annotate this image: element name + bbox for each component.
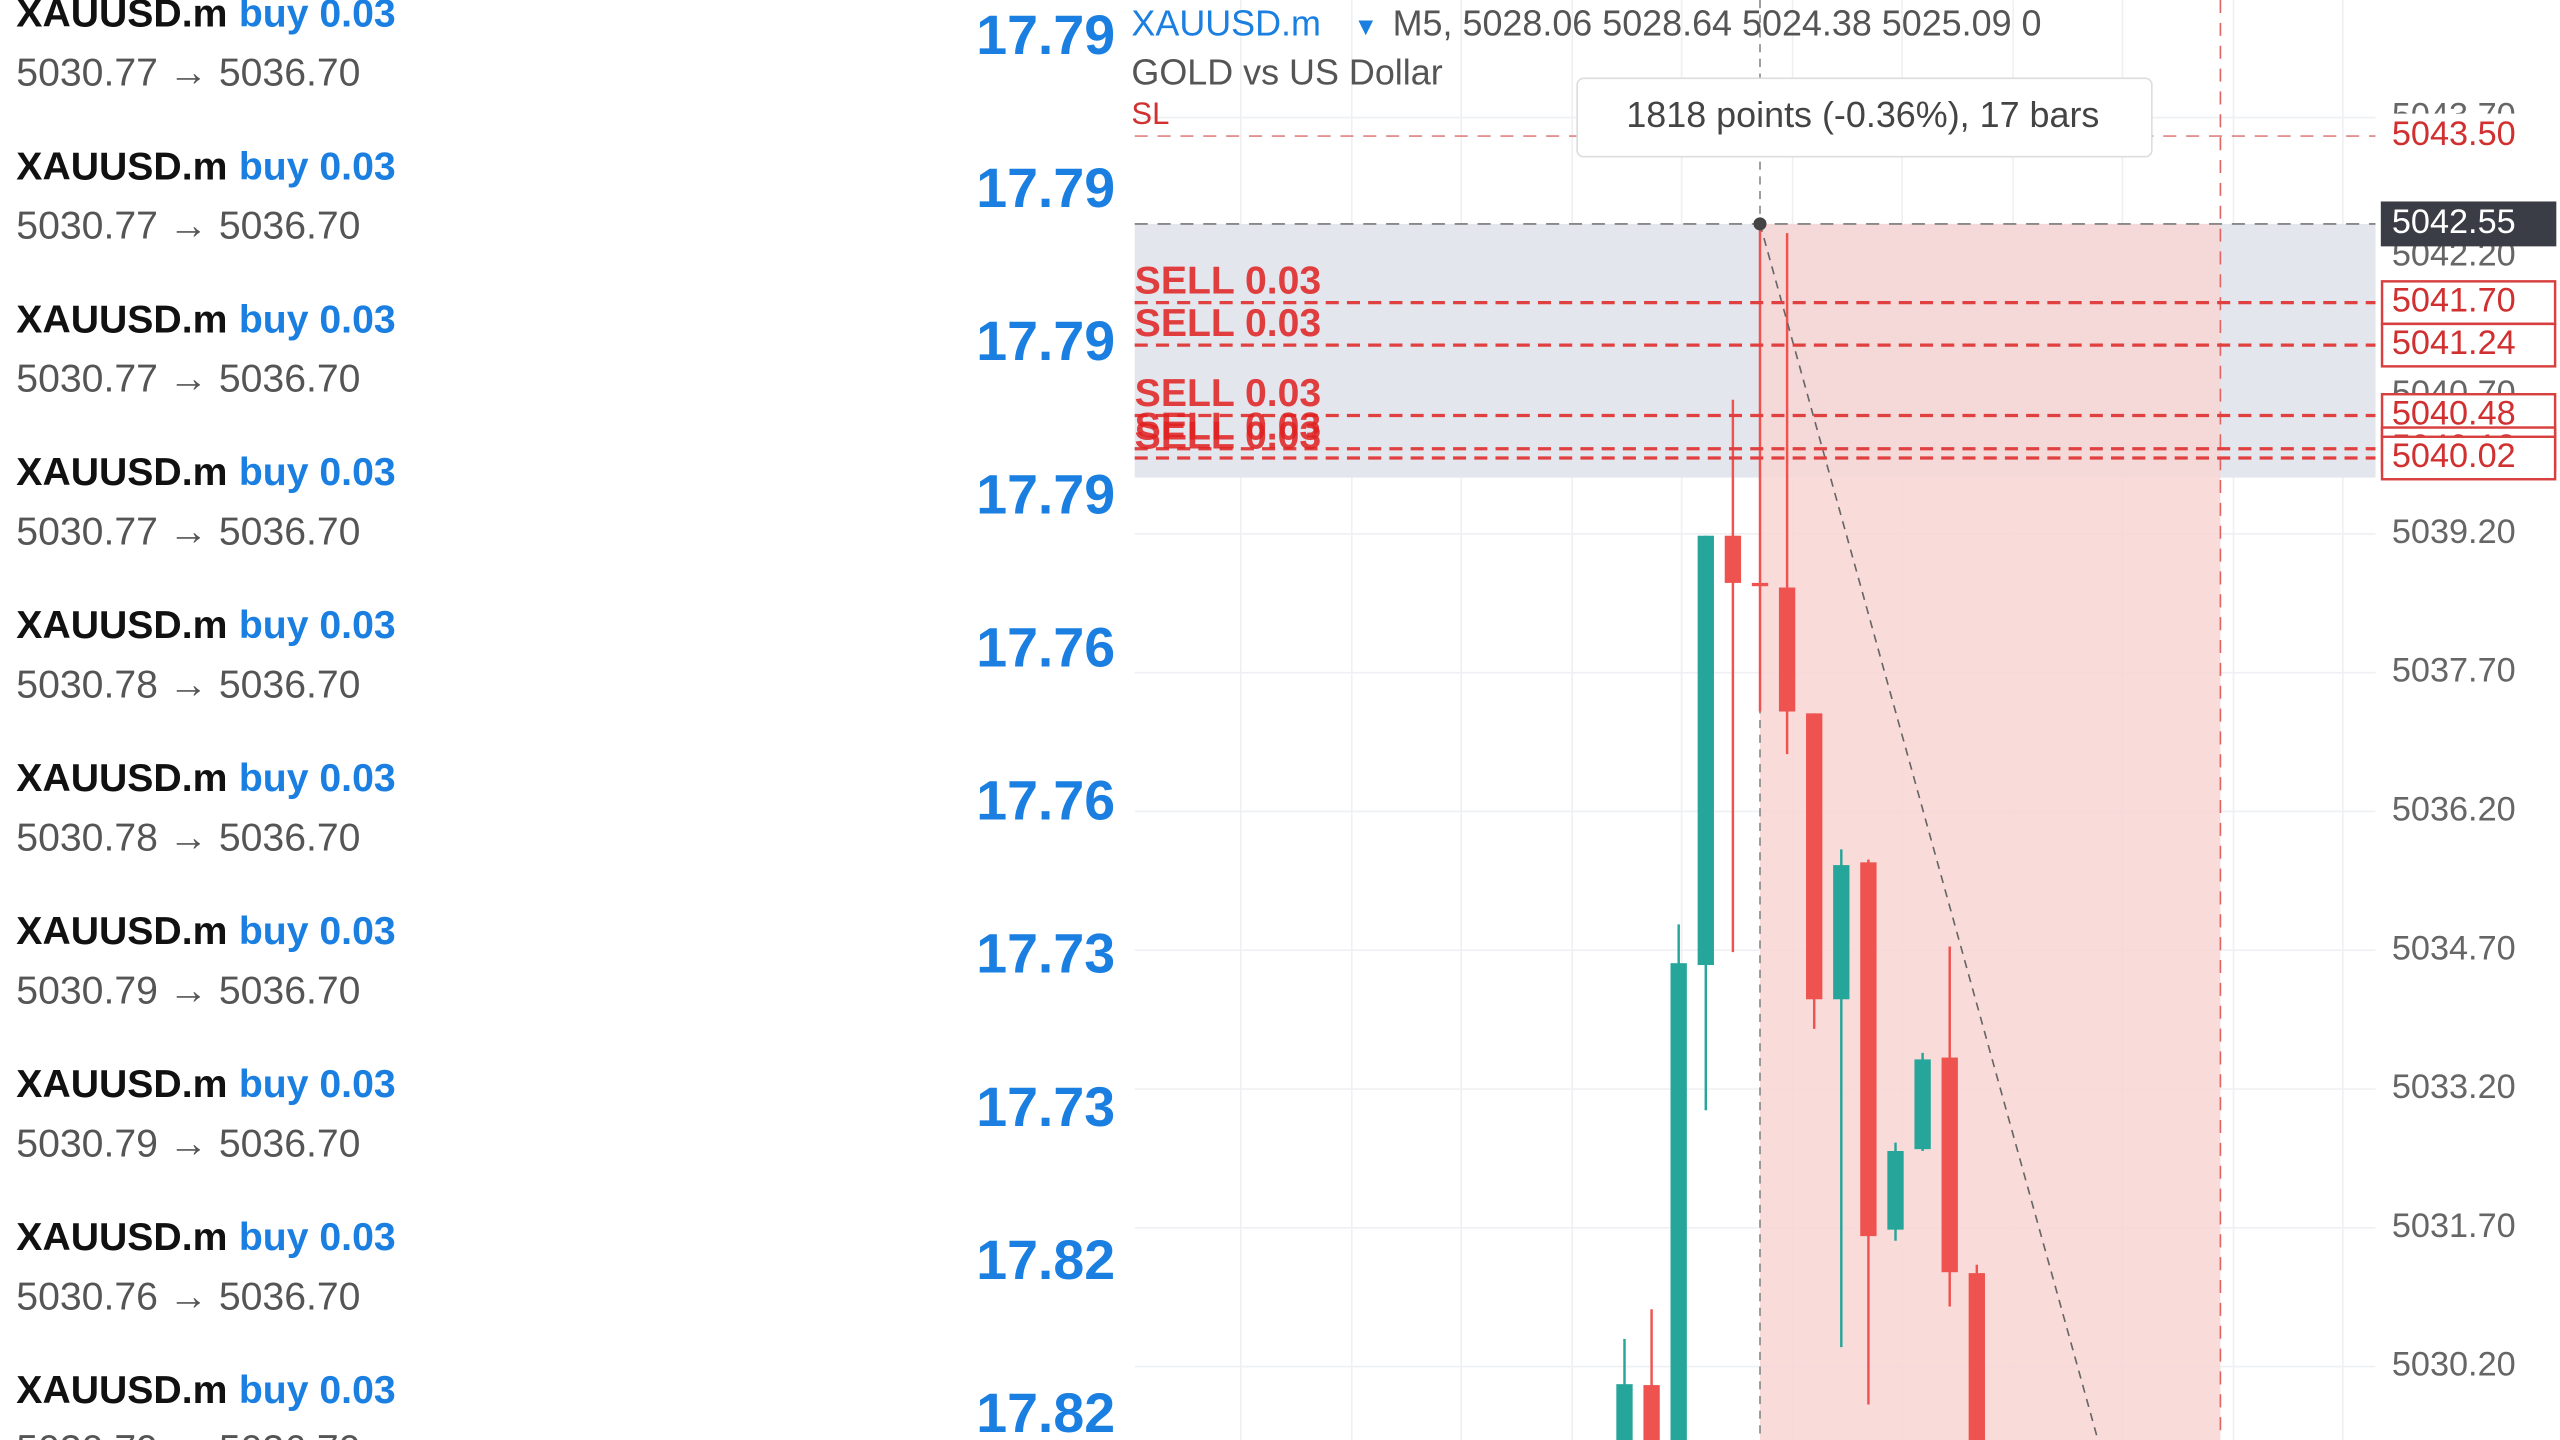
order-label: SELL 0.03 (1135, 415, 1322, 458)
position-prices: 5030.77 → 5036.70 (16, 510, 360, 553)
order-price-label: 5041.24 (2392, 324, 2516, 362)
price-tick-label: 5034.70 (2392, 929, 2516, 967)
tooltip-text: 1818 points (-0.36%), 17 bars (1626, 94, 2099, 135)
price-tick-label: 5037.70 (2392, 652, 2516, 690)
order-price-box (2380, 435, 2557, 481)
tooltip-box (1576, 77, 2153, 158)
position-title: XAUUSD.m buy 0.03 (16, 911, 395, 954)
side: buy 0.03 (239, 1217, 396, 1260)
order-price-label: 5041.70 (2392, 282, 2516, 320)
stop-loss-price-label: 5043.50 (2392, 115, 2516, 153)
position-title: XAUUSD.m buy 0.03 (16, 299, 395, 342)
position-prices: 5030.77 → 5036.70 (16, 357, 360, 400)
position-title: XAUUSD.m buy 0.03 (16, 1064, 395, 1107)
side: buy 0.03 (239, 758, 396, 801)
candle-body (1778, 587, 1796, 712)
price-tick-label: 5030.20 (2392, 1346, 2516, 1384)
candle-body (1887, 1151, 1904, 1230)
candle-body (1616, 1384, 1633, 1440)
position-prices: 5030.77 → 5036.70 (16, 51, 360, 94)
spread-value: 17.76 (976, 770, 1115, 832)
trend-line (1759, 223, 2099, 1440)
symbol: XAUUSD.m (16, 146, 227, 189)
side: buy 0.03 (239, 146, 396, 189)
side: buy 0.03 (239, 911, 396, 954)
symbol: XAUUSD.m (16, 452, 227, 495)
order-price-box (2380, 322, 2557, 368)
order-label: SELL 0.03 (1135, 259, 1322, 302)
measure-range (1760, 223, 2221, 1440)
position-title: XAUUSD.m buy 0.03 (16, 1217, 395, 1260)
candle-body (1968, 1273, 1985, 1440)
side: buy 0.03 (239, 605, 396, 648)
symbol: XAUUSD.m (16, 299, 227, 342)
symbol: XAUUSD.m (16, 1217, 227, 1260)
measure-anchor (1753, 217, 1767, 231)
spread-value: 17.73 (976, 923, 1115, 985)
candle-body (1670, 963, 1687, 1440)
spread-value: 17.82 (976, 1382, 1115, 1440)
current-price-label: 5042.55 (2392, 203, 2516, 241)
candle-body (1860, 862, 1877, 1237)
price-tick-label: 5031.70 (2392, 1207, 2516, 1245)
candle-body (1914, 1059, 1931, 1150)
spread-value: 17.82 (976, 1229, 1115, 1291)
spread-value: 17.73 (976, 1076, 1115, 1138)
symbol: XAUUSD.m (16, 1369, 227, 1412)
side: buy 0.03 (239, 0, 396, 36)
spread-value: 17.79 (976, 157, 1115, 219)
chart-description: GOLD vs US Dollar (1131, 52, 1442, 93)
current-price-box (2380, 201, 2557, 247)
order-label: SELL 0.03 (1135, 302, 1322, 345)
position-title: XAUUSD.m buy 0.03 (16, 146, 395, 189)
position-title: XAUUSD.m buy 0.03 (16, 758, 395, 801)
side: buy 0.03 (239, 452, 396, 495)
chart-symbol: XAUUSD.m (1131, 3, 1321, 44)
price-tick-label: 5033.20 (2392, 1068, 2516, 1106)
candle-body (1833, 865, 1850, 1000)
spread-value: 17.79 (976, 463, 1115, 525)
candle-body (1643, 1385, 1660, 1440)
position-title: XAUUSD.m buy 0.03 (16, 605, 395, 648)
order-price-label: 5040.48 (2392, 395, 2516, 433)
symbol: XAUUSD.m (16, 1064, 227, 1107)
chart-ohlc: M5, 5028.06 5028.64 5024.38 5025.09 0 (1393, 3, 2042, 44)
price-tick-label: 5036.20 (2392, 791, 2516, 829)
candle-body (1724, 535, 1742, 583)
position-prices: 5030.79 → 5036.70 (16, 969, 360, 1012)
symbol-dropdown[interactable]: ▾ (1358, 10, 1373, 43)
order-price-box (2380, 280, 2557, 326)
position-prices: 5030.79 → 5036.70 (16, 1428, 360, 1440)
order-label: SELL 0.03 (1135, 372, 1322, 415)
spread-value: 17.76 (976, 616, 1115, 678)
symbol: XAUUSD.m (16, 605, 227, 648)
symbol: XAUUSD.m (16, 758, 227, 801)
position-title: XAUUSD.m buy 0.03 (16, 452, 395, 495)
side: buy 0.03 (239, 1064, 396, 1107)
stop-loss-tag: SL (1131, 96, 1169, 131)
position-prices: 5030.78 → 5036.70 (16, 816, 360, 859)
position-title: XAUUSD.m buy 0.03 (16, 0, 395, 36)
candle-body (1941, 1057, 1958, 1273)
position-prices: 5030.77 → 5036.70 (16, 204, 360, 247)
spread-value: 17.79 (976, 4, 1115, 66)
position-title: XAUUSD.m buy 0.03 (16, 1369, 395, 1412)
position-prices: 5030.78 → 5036.70 (16, 663, 360, 706)
symbol: XAUUSD.m (16, 0, 227, 36)
stop-loss-price-box (2380, 113, 2557, 159)
position-prices: 5030.76 → 5036.70 (16, 1275, 360, 1318)
order-label: SELL 0.03 (1135, 406, 1322, 449)
side: buy 0.03 (239, 299, 396, 342)
price-tick-label: 5039.20 (2392, 513, 2516, 551)
candle-body (1806, 713, 1823, 1000)
position-prices: 5030.79 → 5036.70 (16, 1122, 360, 1165)
symbol: XAUUSD.m (16, 911, 227, 954)
candle-body (1697, 535, 1714, 966)
spread-value: 17.79 (976, 310, 1115, 372)
side: buy 0.03 (239, 1369, 396, 1412)
order-price-label: 5040.02 (2392, 437, 2516, 475)
candle-body (1751, 582, 1769, 587)
